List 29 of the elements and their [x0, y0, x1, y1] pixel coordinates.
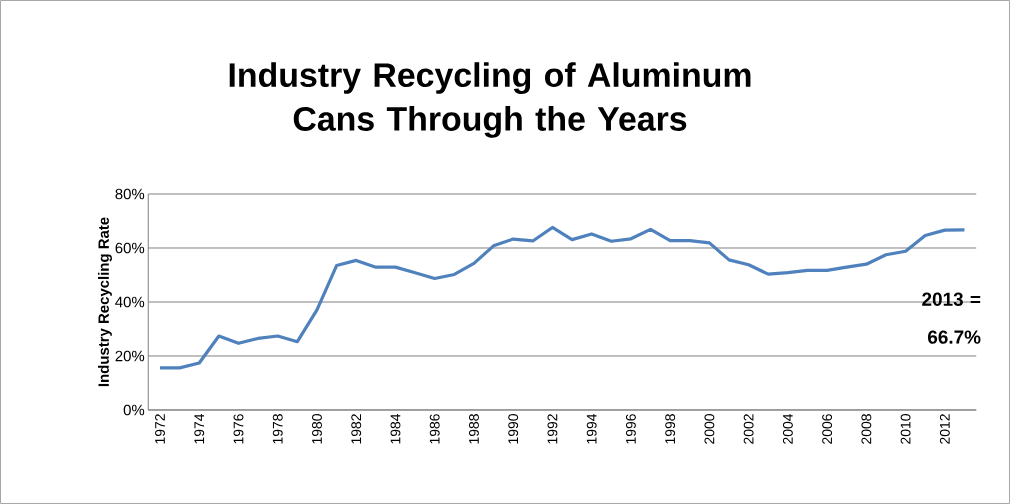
x-tick-label: 2008 — [861, 414, 872, 444]
x-tick-label: 1998 — [665, 414, 676, 444]
x-tick-label: 1984 — [390, 413, 401, 444]
y-tick-label: 60% — [115, 242, 145, 254]
x-tick-label: 1972 — [155, 414, 165, 444]
x-tick-label: 2006 — [822, 414, 833, 444]
x-tick-label: 1976 — [233, 414, 244, 444]
y-axis-title: Industry Recycling Rate — [97, 217, 112, 387]
x-tick-label: 1990 — [508, 414, 519, 444]
x-tick-label: 1992 — [547, 414, 558, 444]
x-tick-label: 2010 — [900, 414, 911, 444]
y-tick-label: 0% — [123, 404, 145, 416]
y-tick-label: 20% — [115, 350, 145, 362]
x-tick-label: 1980 — [312, 414, 322, 444]
chart-title: Industry Recycling of Aluminum Cans Through the Years — [229, 62, 751, 138]
x-tick-label: 1994 — [586, 413, 597, 444]
y-tick-label: 40% — [115, 296, 145, 308]
x-tick-label: 1996 — [625, 414, 636, 444]
text: 2013 = 66.7% — [922, 292, 981, 344]
x-tick-label: 2000 — [704, 414, 715, 444]
x-tick-label: 1988 — [469, 414, 479, 444]
x-tick-label: 1974 — [194, 413, 205, 444]
y-tick-label: 80% — [115, 188, 145, 200]
x-tick-label: 2004 — [782, 413, 793, 444]
x-tick-label: 1978 — [272, 414, 283, 444]
x-tick-label: 2012 — [939, 414, 950, 444]
x-tick-label: 2002 — [743, 414, 754, 444]
x-tick-label: 1982 — [351, 414, 362, 444]
x-tick-label: 1986 — [429, 414, 440, 444]
